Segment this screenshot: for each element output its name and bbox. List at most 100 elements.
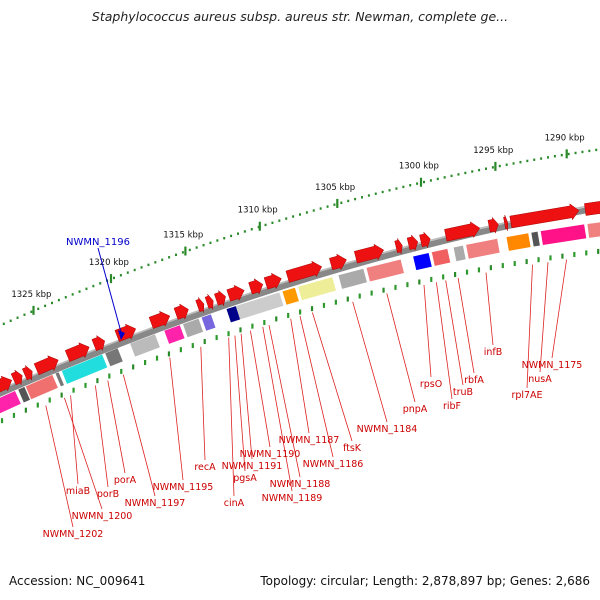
highlight-label: NWMN_1196 (66, 237, 130, 248)
scale-dot (285, 217, 288, 220)
gc-tick (489, 265, 492, 271)
gc-tick (442, 274, 445, 280)
scale-dot (57, 298, 60, 302)
scale-dot (99, 282, 102, 285)
scale-dot (250, 228, 253, 231)
gc-tick (346, 296, 349, 302)
scale-major-tick (109, 274, 113, 284)
gene-label: NWMN_1190 (240, 449, 301, 460)
feature-block (338, 268, 367, 289)
feature-block (298, 277, 336, 301)
scale-ring (2, 148, 598, 326)
feature-block (540, 224, 587, 245)
gc-tick (549, 255, 552, 261)
gc-tick (418, 279, 421, 285)
scale-dot (113, 276, 115, 280)
scale-dot (333, 203, 336, 206)
leader-line (457, 277, 475, 374)
scale-dot (264, 223, 267, 227)
gc-tick (537, 257, 540, 263)
gene-arrow (214, 289, 226, 307)
leader-line (526, 264, 533, 389)
scale-dot (505, 163, 508, 166)
gc-tick (299, 309, 302, 315)
scale-dot (512, 162, 515, 165)
feature-block (0, 391, 21, 414)
gene-label: rbfA (464, 375, 484, 386)
gc-tick-ring (0, 248, 600, 424)
feature-block (164, 325, 185, 344)
scale-dot (485, 167, 487, 170)
scale-dot (257, 225, 260, 229)
scale-dot (409, 184, 412, 187)
scale-dot (161, 258, 164, 261)
scale-dot (388, 189, 391, 192)
gc-tick (144, 360, 147, 365)
scale-dot (381, 190, 384, 194)
gc-tick (108, 373, 111, 379)
scale-dot (23, 313, 26, 316)
gene-arrow (148, 310, 171, 329)
gc-tick (132, 364, 135, 370)
scale-dot (168, 256, 171, 259)
scale-major-tick (336, 198, 339, 208)
gc-tick (310, 306, 314, 312)
map-title: Staphylococcus aureus subsp. aureus str.… (91, 9, 509, 24)
gc-tick (179, 347, 182, 353)
gc-tick (203, 339, 206, 345)
gene-arrow (204, 294, 214, 310)
leader-line (386, 293, 416, 403)
gene-label: NWMN_1191 (222, 461, 283, 472)
scale-dot (133, 268, 136, 272)
scale-label: 1305 kbp (315, 183, 355, 193)
gc-tick (227, 331, 230, 337)
gene-arrow (173, 303, 189, 320)
feature-block (453, 245, 466, 262)
gene-label: NWMN_1186 (303, 459, 364, 470)
scale-label: 1310 kbp (238, 206, 278, 216)
scale-label: 1290 kbp (545, 133, 585, 143)
gene-label: NWMN_1184 (357, 424, 418, 435)
gene-arrow (329, 253, 347, 271)
label-leader-lines (45, 259, 567, 528)
leader-line (64, 397, 103, 510)
leader-line (169, 357, 184, 481)
scale-dot (367, 194, 370, 197)
scale-dot (553, 155, 556, 158)
scale-dot (450, 174, 453, 178)
scale-dot (340, 201, 343, 205)
scale-dot (416, 182, 419, 185)
gene-label: porA (114, 475, 137, 486)
gc-tick (382, 287, 385, 293)
gc-tick (501, 263, 504, 269)
scale-dot (202, 243, 205, 247)
scale-dot (491, 166, 494, 169)
gc-tick (287, 312, 290, 318)
scale-dot (347, 199, 350, 203)
gc-tick (597, 248, 600, 254)
leader-line (485, 272, 494, 346)
leader-line (423, 284, 432, 378)
scale-dot (154, 261, 157, 264)
scale-label: 1325 kbp (11, 290, 51, 300)
leader-line (228, 337, 235, 497)
scale-dot (181, 251, 184, 254)
scale-dot (374, 192, 377, 195)
gc-tick (525, 259, 528, 265)
gene-arrow (353, 243, 385, 264)
scale-dot (30, 310, 33, 313)
gc-tick (465, 269, 469, 275)
scale-dot (526, 159, 529, 163)
gc-tick (573, 252, 576, 257)
leader-line (70, 395, 79, 485)
scale-dot (64, 296, 67, 299)
gene-arrow (21, 365, 33, 382)
gc-tick (0, 418, 4, 424)
scale-dot (126, 271, 129, 274)
scale-label: 1320 kbp (89, 258, 129, 268)
feature-block (61, 354, 108, 384)
scale-dot (471, 170, 474, 173)
feature-block (226, 306, 241, 323)
scale-dot (402, 185, 405, 189)
gene-label: infB (484, 347, 503, 358)
